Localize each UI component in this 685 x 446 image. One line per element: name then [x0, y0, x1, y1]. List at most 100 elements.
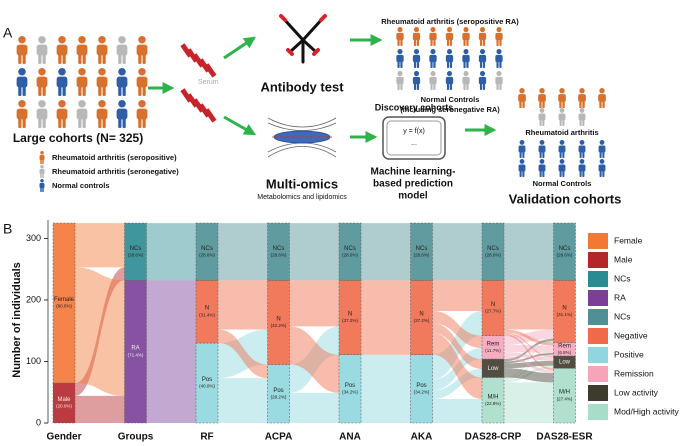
person-icon — [36, 68, 48, 96]
segment-label: (28.6%) — [342, 252, 358, 257]
legend-swatch — [588, 385, 608, 401]
segment-label: (28.6%) — [485, 252, 501, 257]
person-icon — [518, 159, 526, 177]
person-icon — [478, 49, 487, 68]
segment — [52, 222, 76, 384]
person-icon — [578, 140, 586, 158]
segment-name: N — [419, 312, 423, 318]
segment-name: M/H — [488, 394, 499, 400]
flow — [75, 267, 125, 396]
x-category-label: AKA — [411, 432, 433, 443]
segment-name: RA — [131, 346, 139, 352]
person-icon — [136, 36, 148, 64]
person-icon — [598, 140, 606, 158]
legend-label: Female — [614, 235, 643, 245]
flow — [361, 280, 411, 355]
segment-name: M/H — [559, 390, 570, 396]
legend-swatch — [588, 271, 608, 287]
segment-name: N — [276, 317, 280, 323]
x-category-label: RF — [200, 432, 213, 443]
flow — [504, 368, 554, 383]
flow — [432, 323, 482, 369]
person-icon — [56, 36, 68, 64]
person-icon — [16, 100, 28, 128]
segment-name: Rem — [558, 343, 571, 349]
validation-ra: Rheumatoid arthritis — [525, 128, 598, 137]
x-category-label: Gender — [46, 432, 81, 443]
segment-label: (31.4%) — [199, 312, 215, 317]
person-icon — [518, 88, 526, 108]
segment-name: NCs — [416, 246, 428, 252]
panel-label: B — [3, 221, 12, 237]
legend-swatch — [588, 347, 608, 363]
segment-name: Male — [57, 397, 71, 403]
segment — [267, 222, 290, 281]
person-icon — [396, 27, 404, 46]
segment-label: (22.8%) — [485, 401, 501, 406]
flow — [432, 368, 482, 400]
segment-name: NCs — [559, 246, 571, 252]
segment-label: (31.1%) — [557, 312, 573, 317]
person-icon — [538, 88, 546, 108]
normal-controls-subtitle: (including seronegative RA) — [400, 105, 500, 114]
segment-label: (11.7%) — [485, 348, 501, 353]
y-tick-label: 100 — [26, 356, 41, 366]
serum-label: Serum — [198, 79, 219, 86]
flow — [504, 365, 554, 383]
person-icon — [478, 27, 487, 46]
flow — [504, 360, 554, 369]
arrows — [148, 34, 497, 143]
segment-label: (37.2%) — [342, 318, 358, 323]
person-icon — [96, 68, 108, 96]
legend-label: NCs — [614, 273, 631, 283]
person-icon — [598, 88, 606, 108]
person-icon — [136, 68, 148, 96]
person-icon — [39, 165, 45, 178]
segment-label: (40.0%) — [199, 384, 215, 389]
flow — [75, 223, 125, 268]
cohort-legend: Rheumatoid arthritis (seropositive) — [52, 153, 177, 162]
segment-name: N — [205, 306, 209, 312]
flow — [432, 347, 482, 391]
legend-label: NCs — [614, 311, 631, 321]
flow — [504, 338, 554, 362]
segment-label: (28.6%) — [557, 252, 573, 257]
flow — [504, 352, 554, 364]
person-icon — [396, 71, 404, 90]
panel-b: B Number of individuals 0100200300Male(2… — [3, 220, 679, 443]
segment-name: Low — [559, 360, 571, 366]
person-icon — [39, 179, 45, 192]
legend-swatch — [588, 252, 608, 268]
person-icon — [462, 49, 470, 68]
legend-swatch — [588, 309, 608, 325]
model-box — [382, 116, 446, 160]
segment — [410, 222, 433, 281]
flow — [361, 223, 411, 281]
panel-label: A — [3, 25, 13, 41]
legend-label: Positive — [614, 349, 644, 359]
legend-label: Mod/High activity — [614, 406, 679, 416]
x-category-label: ACPA — [265, 432, 293, 443]
flow — [504, 354, 554, 380]
flow — [218, 329, 268, 379]
segment-label: (29.2%) — [271, 394, 287, 399]
flow — [504, 333, 554, 371]
flow — [289, 326, 339, 393]
segment-name: NCs — [487, 246, 499, 252]
person-icon — [538, 108, 546, 126]
person-icon — [76, 68, 88, 96]
flow — [504, 332, 554, 358]
flow — [504, 329, 554, 345]
legend-label: RA — [614, 292, 626, 302]
panel-a: A Serum Antibody test Rheumatoid arthrit… — [3, 14, 621, 206]
person-icon — [116, 100, 128, 128]
person-icon — [558, 88, 566, 108]
flow — [504, 344, 554, 353]
segment-name: N — [491, 302, 495, 308]
person-icon — [495, 27, 503, 46]
model-line: based prediction — [373, 179, 453, 190]
person-icon — [558, 140, 566, 158]
model-line: Machine learning- — [370, 167, 455, 178]
flow — [218, 329, 268, 379]
person-icon — [478, 71, 487, 90]
